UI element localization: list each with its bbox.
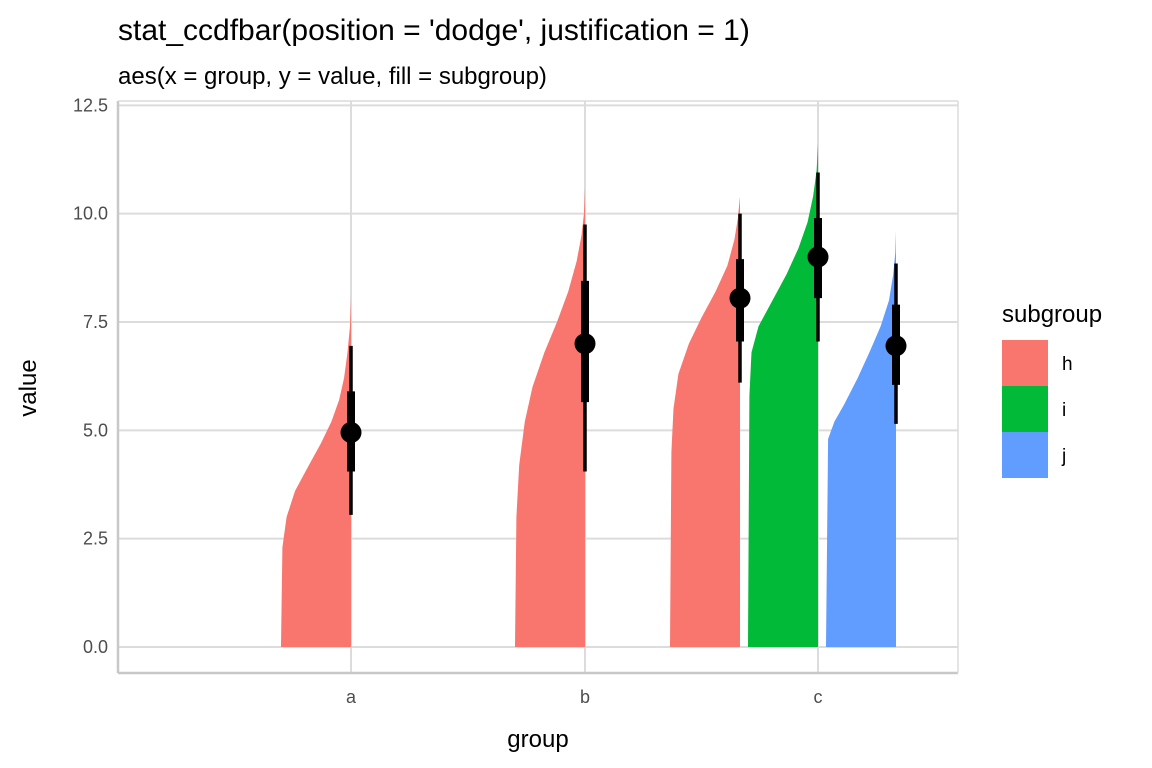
legend-label-i: i xyxy=(1062,400,1066,421)
legend-label-j: j xyxy=(1061,446,1066,467)
x-tick-label-b: b xyxy=(580,687,590,707)
ccdf-bar-b-h xyxy=(515,187,585,647)
legend-key-j xyxy=(1002,432,1048,478)
chart-title: stat_ccdfbar(position = 'dodge', justifi… xyxy=(118,14,750,47)
y-axis-label: value xyxy=(15,359,42,416)
x-axis-label: group xyxy=(507,726,568,753)
legend-label-h: h xyxy=(1062,354,1073,375)
legend-key-i xyxy=(1002,386,1048,432)
y-tick-label: 7.5 xyxy=(83,312,108,332)
legend: subgroup h i j xyxy=(1002,301,1102,478)
ccdf-bars xyxy=(281,144,896,647)
median-point-a-h xyxy=(340,422,362,443)
point-intervals xyxy=(340,172,907,515)
y-tick-labels: 0.0 2.5 5.0 7.5 10.0 12.5 xyxy=(73,95,108,657)
y-tick-label: 10.0 xyxy=(73,204,108,224)
median-point-c-h xyxy=(729,287,751,309)
median-point-c-i xyxy=(807,246,829,268)
y-tick-label: 2.5 xyxy=(83,529,108,549)
chart-subtitle: aes(x = group, y = value, fill = subgrou… xyxy=(118,63,547,90)
median-point-b-h xyxy=(574,333,596,355)
x-tick-label-c: c xyxy=(814,687,823,707)
x-tick-label-a: a xyxy=(346,687,357,707)
x-tick-labels: a b c xyxy=(346,687,823,707)
ccdf-bar-a-h xyxy=(281,298,351,647)
y-tick-label: 12.5 xyxy=(73,95,108,115)
axes xyxy=(116,100,959,675)
y-tick-label: 5.0 xyxy=(83,420,108,440)
legend-items: h i j xyxy=(1002,340,1073,478)
ccdf-bar-c-h xyxy=(670,196,740,647)
legend-key-h xyxy=(1002,340,1048,386)
ccdf-bar-c-j xyxy=(826,231,896,647)
ccdf-bar-c-i xyxy=(748,144,818,647)
legend-title: subgroup xyxy=(1002,301,1102,328)
median-point-c-j xyxy=(885,335,907,357)
y-tick-label: 0.0 xyxy=(83,637,108,657)
